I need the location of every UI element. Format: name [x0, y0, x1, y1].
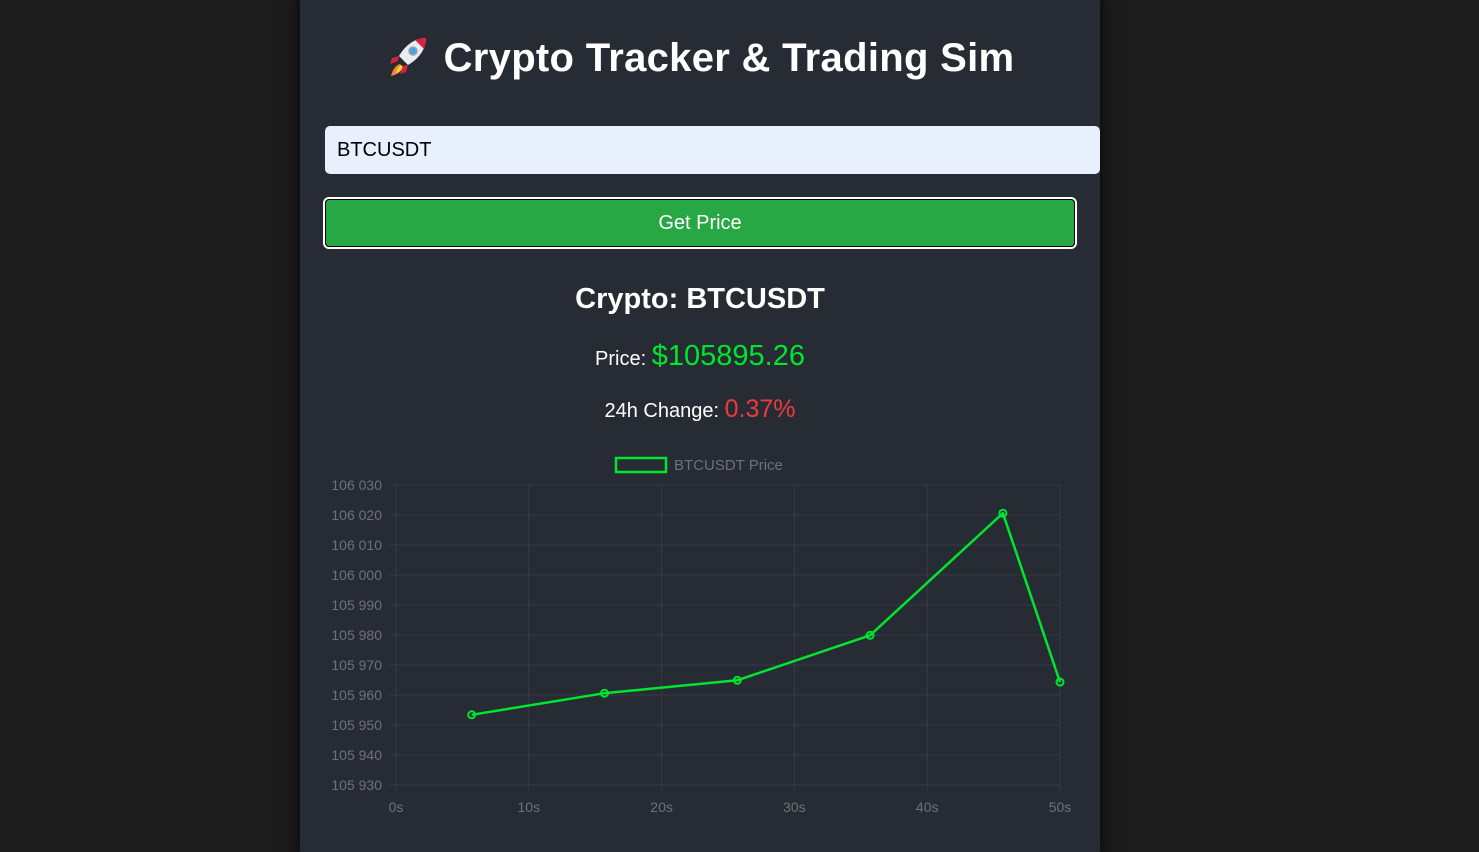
series-line — [471, 511, 1062, 717]
y-tick-label: 106 030 — [331, 477, 382, 493]
x-tick-label: 30s — [783, 799, 806, 815]
x-tick-label: 20s — [650, 799, 673, 815]
x-tick-label: 10s — [518, 799, 541, 815]
symbol-input[interactable] — [325, 126, 1100, 174]
y-tick-label: 106 000 — [331, 567, 382, 583]
price-label: Price: — [595, 348, 647, 370]
rocket-icon — [389, 38, 426, 77]
y-tick-label: 106 010 — [331, 537, 382, 553]
data-point — [998, 508, 1008, 518]
change-label: 24h Change: — [604, 400, 720, 422]
data-point — [467, 710, 477, 720]
price-value: $105895.26 — [651, 340, 805, 372]
price-line: Price: $105895.26 — [300, 340, 1100, 373]
app-panel: Crypto Tracker & Trading Sim Get Price C… — [300, 0, 1100, 852]
data-point — [599, 688, 609, 698]
legend-swatch — [614, 456, 668, 474]
y-tick-label: 105 940 — [331, 747, 382, 763]
y-tick-label: 105 970 — [331, 657, 382, 673]
change-line: 24h Change: 0.37% — [300, 395, 1100, 424]
y-tick-label: 105 930 — [331, 777, 382, 793]
data-point — [865, 630, 875, 640]
y-tick-label: 105 990 — [331, 597, 382, 613]
y-tick-label: 105 950 — [331, 717, 382, 733]
x-tick-label: 40s — [916, 799, 939, 815]
crypto-heading: Crypto: BTCUSDT — [300, 283, 1100, 316]
get-price-button[interactable]: Get Price — [323, 197, 1077, 249]
y-tick-label: 106 020 — [331, 507, 382, 523]
x-tick-label: 50s — [1049, 799, 1072, 815]
legend-label: BTCUSDT Price — [674, 457, 783, 474]
x-tick-label: 0s — [389, 799, 404, 815]
change-value: 0.37% — [724, 395, 796, 423]
crypto-symbol: BTCUSDT — [686, 283, 825, 315]
title-text: Crypto Tracker & Trading Sim — [443, 36, 1015, 80]
data-point — [1055, 677, 1065, 687]
price-chart: 106 030 106 020 106 010 106 000 105 990 105 9… — [331, 456, 1072, 815]
page-title: Crypto Tracker & Trading Sim — [300, 36, 1100, 81]
y-tick-label: 105 980 — [331, 627, 382, 643]
y-tick-label: 105 960 — [331, 687, 382, 703]
crypto-label: Crypto: — [575, 283, 679, 315]
data-point — [732, 675, 742, 685]
